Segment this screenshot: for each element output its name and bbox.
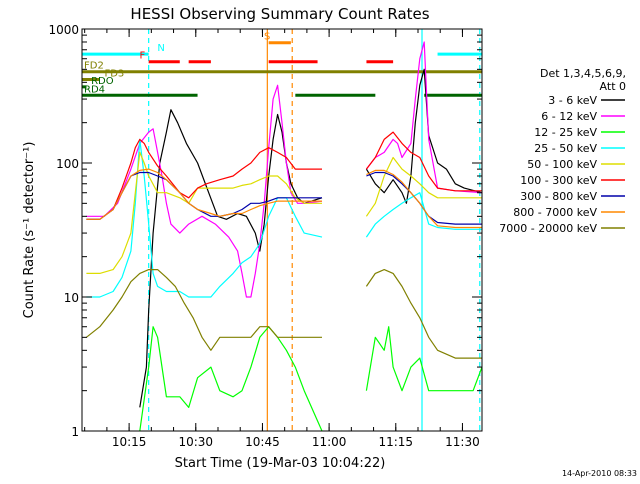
series-line-800-7000-kev [366, 169, 482, 229]
series-line-6-12-kev [86, 84, 323, 298]
legend-label-50-100-kev: 50 - 100 keV [527, 158, 597, 171]
flag-label-n: N [157, 43, 164, 54]
x-tick-label: 11:00 [312, 435, 347, 449]
legend-header: Det 1,3,4,5,6,9, [540, 67, 626, 80]
x-tick-label: 10:15 [112, 435, 147, 449]
flag-label-fd2: FD2 [84, 61, 104, 72]
legend-label-7000-20000-kev: 7000 - 20000 keV [499, 222, 597, 235]
legend: Det 1,3,4,5,6,9,Att 03 - 6 keV 6 - 12 keV… [499, 67, 626, 235]
legend-label-800-7000-kev: 800 - 7000 keV [513, 206, 597, 219]
x-axis-label: Start Time (19-Mar-03 10:04:22) [175, 456, 386, 471]
series-line-50-100-kev [86, 151, 322, 274]
series-line-800-7000-kev [86, 168, 322, 220]
chart-title: HESSI Observing Summary Count Rates [130, 5, 429, 23]
series-line-3-6-kev [365, 68, 482, 204]
x-tick-label: 11:15 [378, 435, 413, 449]
series-line-50-100-kev [365, 156, 482, 217]
series-line-7000-20000-kev [365, 269, 482, 359]
series-line-100-300-kev [86, 138, 322, 220]
legend-header: Att 0 [600, 80, 626, 93]
series-line-12-25-kev [365, 326, 482, 392]
plot-frame [81, 28, 483, 432]
legend-label-300-800-kev: 300 - 800 keV [520, 190, 597, 203]
legend-label-6-12-kev: 6 - 12 keV [541, 110, 597, 123]
series-line-12-25-kev [139, 326, 323, 431]
footer-timestamp: 14-Apr-2010 08:33 [562, 469, 637, 478]
legend-label-12-25-kev: 12 - 25 keV [534, 126, 597, 139]
series-line-100-300-kev [365, 131, 482, 192]
flag-label-rdo: RDO [91, 76, 114, 87]
series-line-7000-20000-kev [86, 269, 322, 351]
flag-label-fd3: FD3 [104, 68, 124, 79]
x-tick-label: 10:30 [178, 435, 213, 449]
y-tick-label: 1 [71, 425, 79, 439]
y-axis-label: Count Rate (s⁻¹ detector⁻¹) [22, 142, 37, 319]
x-tick-label: 10:45 [245, 435, 280, 449]
y-tick-label: 1000 [48, 23, 79, 37]
y-tick-label: 10 [64, 291, 79, 305]
y-tick-label: 100 [56, 157, 79, 171]
legend-label-3-6-kev: 3 - 6 keV [548, 94, 597, 107]
legend-label-100-300-kev: 100 - 300 keV [520, 174, 597, 187]
flag-label-f: F [140, 51, 146, 62]
x-tick-label: 11:30 [445, 435, 480, 449]
legend-label-25-50-kev: 25 - 50 keV [534, 142, 597, 155]
series-line-25-50-kev [86, 138, 323, 298]
flag-label-rd4: RD4 [84, 84, 105, 95]
flag-label-s: S [264, 32, 270, 43]
series-line-25-50-kev [365, 192, 482, 238]
series-line-6-12-kev [365, 41, 482, 194]
